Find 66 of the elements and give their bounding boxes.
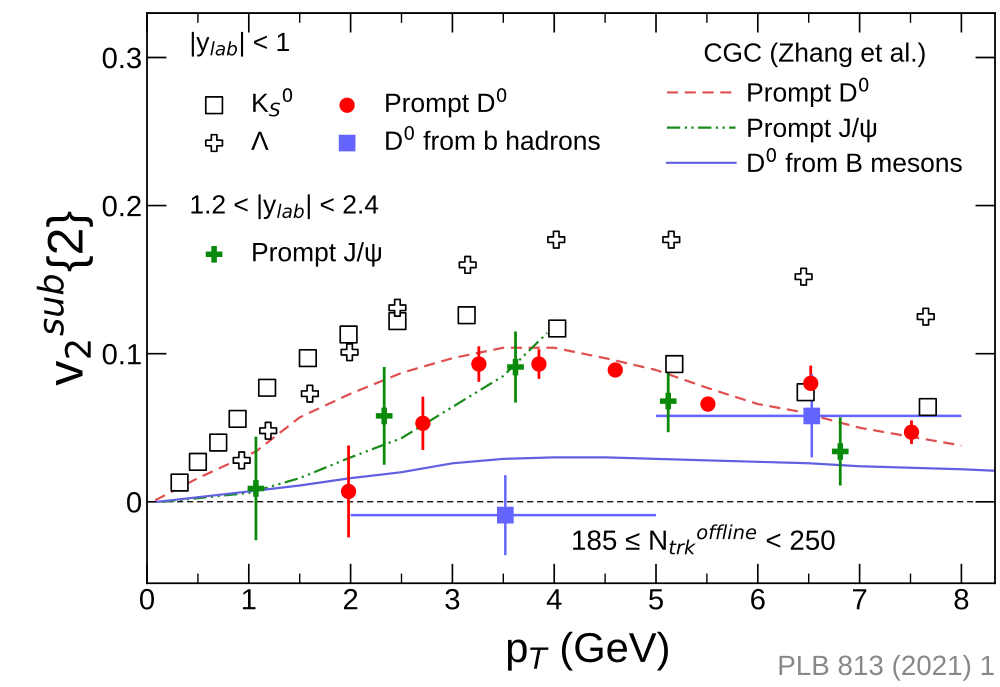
annotation: |y$_{lab}$| < 1	[192, 32, 289, 57]
legend-label: Λ	[251, 132, 269, 150]
y-tick-label: 0.2	[102, 196, 141, 216]
point	[248, 480, 264, 497]
point	[803, 408, 820, 424]
point	[170, 473, 189, 492]
text: PLB 813 (2021) 1	[780, 654, 994, 681]
x-axis-title: p$_{T}$ (GeV)	[508, 632, 668, 671]
annotation: 1.2 < |y$_{lab}$| < 2.4	[191, 194, 378, 220]
point	[904, 424, 920, 440]
line-series	[154, 346, 963, 502]
point	[458, 256, 477, 274]
y-tick-label: 0	[127, 492, 141, 513]
x-tick-label: 6	[751, 588, 765, 610]
legend-label: Prompt D$^{0}$	[386, 88, 506, 118]
point	[547, 230, 566, 249]
point	[415, 416, 431, 431]
legend-title: CGC (Zhang et al.)	[704, 42, 925, 68]
point	[228, 410, 247, 428]
point	[340, 484, 356, 500]
point	[794, 268, 813, 286]
point	[660, 392, 677, 410]
x-tick-label: 3	[445, 588, 460, 610]
point	[608, 362, 623, 378]
legend-label: Prompt J/ψ	[253, 242, 382, 267]
point	[188, 452, 208, 471]
point	[531, 356, 547, 372]
x-tick-label: 4	[546, 589, 562, 610]
line-series	[156, 456, 995, 503]
legend-label: Prompt J/ψ	[748, 118, 876, 142]
point	[388, 298, 407, 317]
point	[232, 451, 251, 470]
y-tick-label: 0.1	[102, 344, 141, 365]
point	[497, 506, 514, 524]
point	[662, 230, 680, 249]
point	[258, 422, 278, 440]
point	[471, 356, 487, 372]
x-tick-label: 1	[242, 589, 256, 610]
point	[209, 433, 228, 452]
y-axis-title: v$_{2}$$^{sub}${2}	[36, 212, 93, 386]
legend-label: D$^{0}$ from B mesons	[748, 148, 962, 172]
point	[918, 398, 937, 416]
legend-label: D$^{0}$ from b hadrons	[386, 126, 600, 150]
x-tick-label: 7	[852, 589, 866, 610]
point	[298, 348, 318, 368]
point	[832, 443, 849, 460]
x-tick-label: 0	[140, 588, 154, 610]
point	[300, 384, 320, 403]
legend-label: Prompt D$^{0}$	[748, 78, 868, 107]
legend-label: K$_{S}$$^{0}$	[253, 88, 292, 117]
point	[665, 354, 684, 374]
x-tick-label: 8	[954, 588, 968, 610]
point	[457, 306, 476, 324]
point	[376, 408, 393, 424]
x-tick-label: 2	[344, 588, 358, 610]
point	[340, 343, 359, 362]
point	[507, 358, 524, 376]
y-tick-label: 0.3	[102, 48, 141, 68]
annotation: 185 ≤ N$_{trk}$$^{offline}$ < 250	[573, 524, 835, 554]
point	[916, 308, 935, 326]
point	[339, 325, 358, 344]
point	[258, 378, 276, 397]
x-tick-label: 5	[649, 589, 663, 610]
point	[700, 396, 716, 412]
point	[803, 376, 818, 391]
point	[548, 319, 566, 338]
